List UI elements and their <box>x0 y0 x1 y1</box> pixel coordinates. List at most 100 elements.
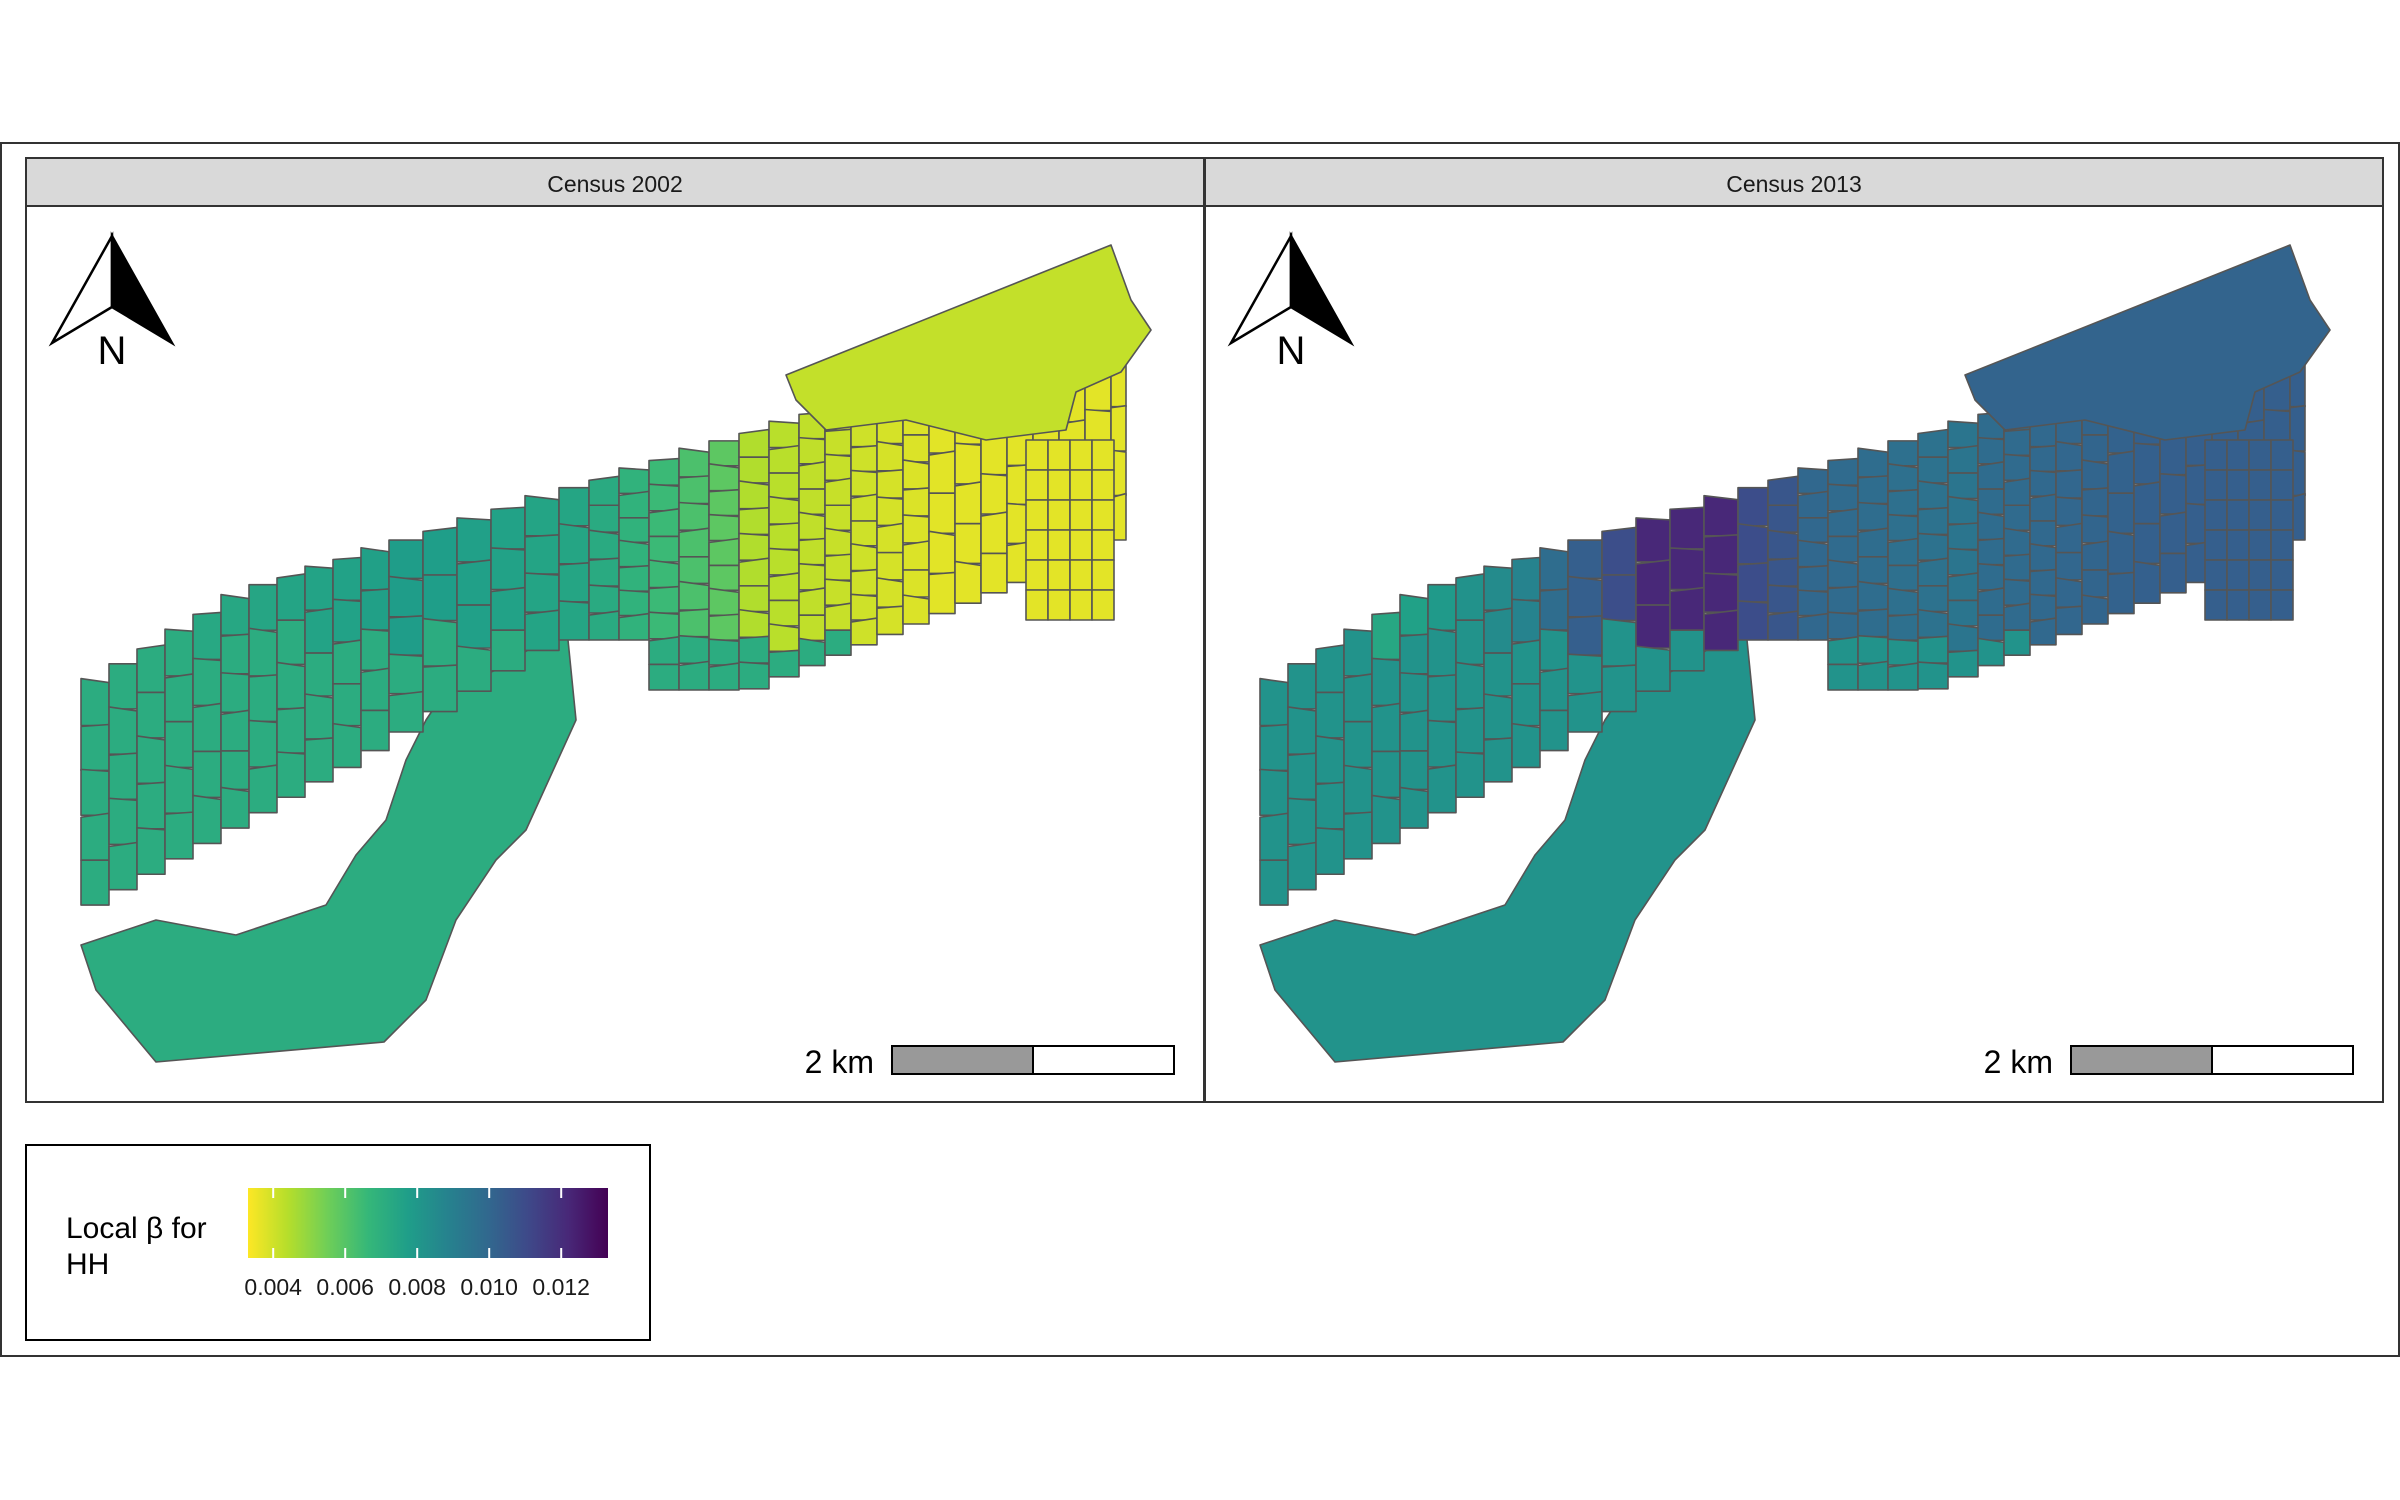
map-region <box>1947 572 1979 602</box>
map-region <box>2270 559 2294 591</box>
map-region <box>1343 720 1373 769</box>
map-regions <box>1259 244 2331 1063</box>
map-region <box>928 492 956 535</box>
map-region <box>1917 661 1949 690</box>
map-region <box>1887 440 1919 467</box>
map-region <box>1287 797 1317 846</box>
map-region <box>276 661 306 710</box>
map-region <box>1703 494 1739 537</box>
map-region <box>678 634 710 665</box>
map-region <box>1857 501 1889 531</box>
map-region <box>1539 709 1569 752</box>
map-region <box>1511 639 1541 685</box>
map-region <box>1069 499 1093 531</box>
map-region <box>1567 653 1603 695</box>
map-region <box>1091 469 1115 501</box>
north-arrow-icon <box>48 231 176 347</box>
map-region <box>2133 560 2161 605</box>
map-region <box>1767 584 1799 614</box>
map-region <box>1567 690 1603 733</box>
map-region <box>2029 568 2057 597</box>
map-region <box>388 575 424 618</box>
map-region <box>1427 627 1457 677</box>
legend-colorbar <box>248 1188 608 1258</box>
map-region <box>1887 613 1919 641</box>
map-region <box>304 652 334 697</box>
map-region <box>1343 764 1373 814</box>
map-region <box>1857 447 1889 478</box>
map-region <box>902 514 930 544</box>
map-region <box>2204 559 2228 591</box>
map-region <box>850 568 878 597</box>
map-region <box>1669 506 1705 550</box>
panel-census-2013: Census 2013 N 2 km <box>1204 157 2384 1103</box>
map-region <box>1511 598 1541 643</box>
map-region <box>824 602 852 632</box>
map-region <box>824 428 852 457</box>
map-region <box>1455 573 1485 622</box>
map-region <box>1025 499 1049 531</box>
map-region <box>558 486 590 527</box>
legend: Local β for HH 0.004 0.006 0.008 0.010 0.012 <box>25 1144 651 1341</box>
map-region <box>876 577 904 608</box>
north-arrow-right-half <box>1289 231 1355 347</box>
map-region <box>1483 652 1513 697</box>
map-region <box>902 540 930 571</box>
map-region <box>1767 504 1799 534</box>
map-region <box>850 617 878 646</box>
map-region <box>1947 599 1979 627</box>
map-region <box>422 526 458 576</box>
map-region <box>2029 617 2057 646</box>
map-region <box>248 719 278 768</box>
map-region <box>954 560 982 605</box>
legend-tick-label: 0.008 <box>388 1274 446 1300</box>
map-region <box>192 794 222 845</box>
map-region <box>1315 781 1345 830</box>
map-region <box>1947 522 1979 551</box>
map-region <box>1259 768 1289 817</box>
map-region <box>1371 750 1401 799</box>
map-region <box>1797 490 1829 519</box>
map-region <box>1343 811 1373 860</box>
map-region <box>980 511 1008 555</box>
map-region <box>108 841 138 891</box>
map-region <box>1737 486 1769 527</box>
map-region <box>1483 693 1513 740</box>
map-region <box>1483 607 1513 654</box>
map-region <box>248 764 278 814</box>
legend-tick-label: 0.006 <box>316 1274 374 1300</box>
map-region <box>588 529 620 560</box>
map-region <box>2081 540 2109 571</box>
map-region <box>422 664 458 713</box>
map-region <box>388 653 424 695</box>
map-region <box>524 609 560 652</box>
map-region <box>798 461 826 490</box>
map-region <box>1797 539 1829 568</box>
map-region <box>1371 611 1401 661</box>
map-region <box>1917 608 1949 639</box>
map-region <box>1315 691 1345 739</box>
map-region <box>1947 420 1979 449</box>
map-region <box>1069 469 1093 501</box>
map-region <box>422 574 458 622</box>
map-region <box>1669 547 1705 591</box>
map-region <box>248 583 278 632</box>
map-region <box>1767 557 1799 587</box>
map-region <box>2204 589 2228 621</box>
map-region <box>332 722 362 769</box>
map-region <box>708 638 740 666</box>
map-region <box>798 587 826 616</box>
map-region <box>1827 585 1859 614</box>
map-region <box>2107 492 2135 535</box>
legend-tick-label: 0.010 <box>460 1274 518 1300</box>
map-region <box>928 571 956 615</box>
map-region <box>1069 559 1093 591</box>
map-region <box>2029 444 2057 473</box>
map-region <box>1947 444 1979 474</box>
map-region <box>360 628 390 672</box>
map-region <box>1047 589 1071 621</box>
map-region <box>588 610 620 641</box>
map-region <box>1287 706 1317 755</box>
map-region <box>2226 559 2250 591</box>
map-region <box>2081 594 2109 625</box>
